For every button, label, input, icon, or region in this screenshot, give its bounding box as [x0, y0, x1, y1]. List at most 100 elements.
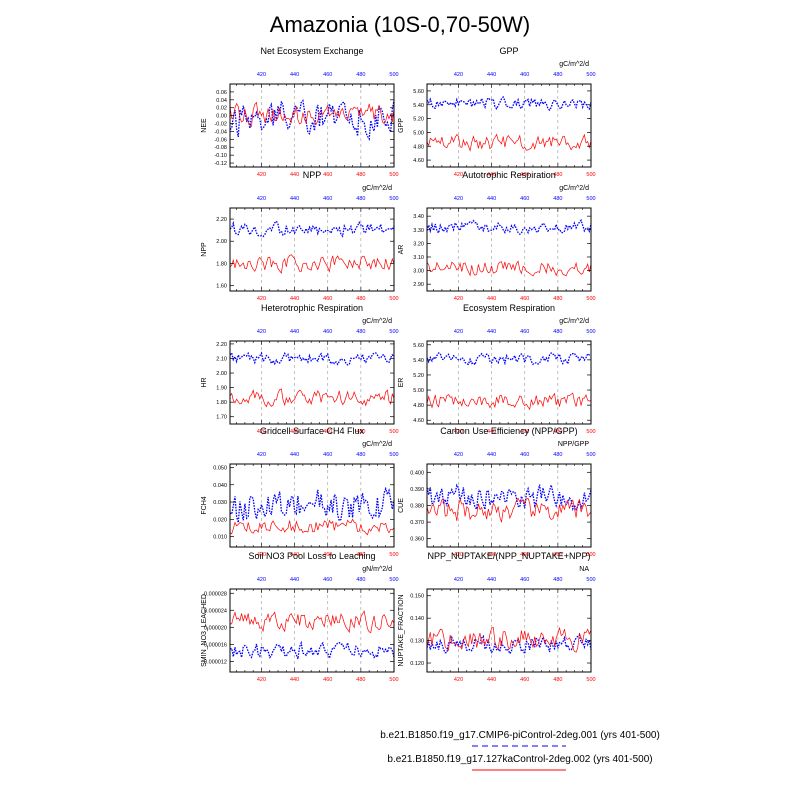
xtick-label-bottom: 500 — [586, 172, 595, 178]
ytick-label: 3.20 — [413, 241, 424, 247]
xtick-label-top: 420 — [257, 452, 266, 458]
ytick-label: 2.90 — [413, 282, 424, 288]
xtick-label-top: 440 — [290, 329, 299, 335]
xtick-label-top: 500 — [586, 452, 595, 458]
xtick-label-top: 500 — [586, 577, 595, 583]
panel-units: gC/m^2/d — [559, 185, 589, 192]
xtick-label-top: 500 — [586, 196, 595, 202]
xtick-label-top: 500 — [389, 196, 398, 202]
ytick-label: 0.000020 — [204, 625, 227, 631]
series-line-case1 — [426, 95, 592, 112]
ytick-label: -0.02 — [214, 122, 227, 128]
xtick-label-bottom: 480 — [356, 429, 365, 435]
xtick-label-top: 440 — [290, 452, 299, 458]
panel-title: Net Ecosystem Exchange — [260, 46, 363, 56]
xtick-label-bottom: 460 — [323, 552, 332, 558]
xtick-label-top: 480 — [356, 577, 365, 583]
xtick-label-top: 480 — [356, 329, 365, 335]
xtick-label-bottom: 480 — [356, 677, 365, 683]
xtick-label-bottom: 460 — [323, 677, 332, 683]
figure-title: Amazonia (10S-0,70-50W) — [270, 12, 530, 37]
xtick-label-top: 460 — [520, 577, 529, 583]
series-line-case2 — [229, 388, 395, 408]
xtick-label-top: 460 — [520, 72, 529, 78]
panel-title: Ecosystem Respiration — [463, 303, 555, 313]
panel-ylabel: ER — [398, 378, 405, 388]
xtick-label-top: 420 — [454, 196, 463, 202]
xtick-label-top: 480 — [553, 72, 562, 78]
series-line-case1 — [229, 220, 395, 238]
panel-units: gC/m^2/d — [559, 61, 589, 68]
xtick-label-bottom: 420 — [454, 172, 463, 178]
panel-7: Gridcell Surface CH4 Flux gC/m^2/d FCH4 0.0… — [201, 426, 399, 558]
series-line-case2 — [426, 392, 592, 411]
panel-units: gC/m^2/d — [362, 318, 392, 325]
series-line-case1 — [229, 640, 395, 661]
ytick-label: 5.00 — [413, 130, 424, 136]
xtick-label-top: 420 — [454, 329, 463, 335]
ytick-label: 0.390 — [410, 487, 424, 493]
ytick-label: 5.00 — [413, 388, 424, 394]
plot-frame — [229, 340, 395, 425]
xtick-label-top: 460 — [323, 452, 332, 458]
panel-units: gC/m^2/d — [559, 318, 589, 325]
panel-title: Carbon Use Efficiency (NPP/GPP) — [440, 426, 577, 436]
xtick-label-bottom: 440 — [290, 429, 299, 435]
xtick-label-top: 440 — [290, 577, 299, 583]
xtick-label-top: 440 — [487, 196, 496, 202]
series-line-case1 — [426, 218, 592, 235]
panel-5: Heterotrophic Respiration gC/m^2/d HR 2.20 2… — [201, 303, 399, 435]
panels: Net Ecosystem Exchange NEE 0.06 0.04 0.02 0.0… — [201, 46, 596, 683]
ytick-label: 1.90 — [216, 386, 227, 392]
xtick-label-bottom: 440 — [290, 172, 299, 178]
series-line-case1 — [229, 99, 395, 141]
xtick-label-top: 420 — [454, 452, 463, 458]
ytick-label: 0.000024 — [204, 608, 227, 614]
legend-case2-label: b.e21.B1850.f19_g17.127kaControl-2deg.00… — [387, 754, 652, 765]
panel-title: Soil NO3 Pool Loss to Leaching — [248, 551, 375, 561]
ytick-label: 5.60 — [413, 89, 424, 95]
panel-ylabel: NUPTAKE_FRACTION — [398, 594, 405, 666]
panel-title: Heterotrophic Respiration — [261, 303, 363, 313]
ytick-label: 1.60 — [216, 283, 227, 289]
xtick-label-bottom: 420 — [454, 429, 463, 435]
xtick-label-bottom: 500 — [586, 429, 595, 435]
ytick-label: 2.00 — [216, 239, 227, 245]
ytick-label: 4.60 — [413, 418, 424, 424]
xtick-label-bottom: 420 — [454, 677, 463, 683]
ytick-label: -0.12 — [214, 161, 227, 167]
ytick-label: 0.030 — [213, 500, 227, 506]
panel-title: Gridcell Surface CH4 Flux — [260, 426, 365, 436]
ytick-label: 2.20 — [216, 342, 227, 348]
ytick-label: 0.020 — [213, 517, 227, 523]
ytick-label: 0.370 — [410, 520, 424, 526]
plot-frame — [426, 463, 592, 548]
ytick-label: 2.20 — [216, 217, 227, 223]
xtick-label-bottom: 440 — [487, 552, 496, 558]
xtick-label-bottom: 440 — [487, 677, 496, 683]
panel-title: Autotrophic Respiration — [462, 170, 556, 180]
xtick-label-bottom: 460 — [520, 296, 529, 302]
legend: b.e21.B1850.f19_g17.CMIP6-piControl-2deg… — [380, 730, 660, 771]
xtick-label-top: 440 — [290, 196, 299, 202]
series-line-case1 — [426, 352, 592, 367]
xtick-label-top: 440 — [487, 577, 496, 583]
xtick-label-top: 460 — [323, 196, 332, 202]
panel-title: GPP — [499, 46, 518, 56]
xtick-label-bottom: 500 — [389, 296, 398, 302]
ytick-label: -0.06 — [214, 137, 227, 143]
xtick-label-bottom: 420 — [257, 172, 266, 178]
xtick-label-top: 500 — [389, 452, 398, 458]
panel-1: Net Ecosystem Exchange NEE 0.06 0.04 0.02 0.0… — [201, 46, 399, 178]
xtick-label-top: 460 — [323, 329, 332, 335]
panel-ylabel: NPP — [201, 242, 208, 257]
xtick-label-top: 460 — [323, 72, 332, 78]
xtick-label-top: 420 — [257, 72, 266, 78]
ytick-label: 3.00 — [413, 269, 424, 275]
xtick-label-bottom: 420 — [257, 429, 266, 435]
ytick-label: 5.40 — [413, 358, 424, 364]
xtick-label-bottom: 480 — [356, 296, 365, 302]
xtick-label-bottom: 500 — [389, 677, 398, 683]
xtick-label-bottom: 480 — [553, 429, 562, 435]
